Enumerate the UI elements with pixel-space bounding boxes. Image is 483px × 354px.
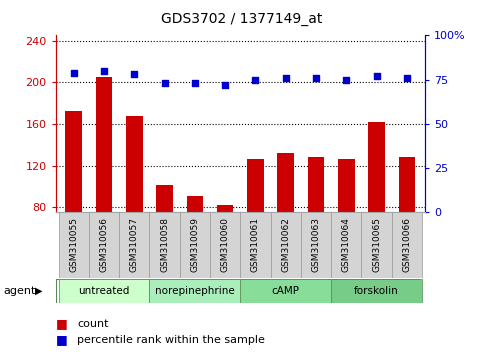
- Bar: [241, 212, 270, 278]
- Point: [373, 73, 381, 79]
- Text: GSM310064: GSM310064: [342, 217, 351, 272]
- Point: [161, 80, 169, 86]
- Bar: [156, 185, 173, 291]
- Point: [100, 68, 108, 74]
- Text: GSM310065: GSM310065: [372, 217, 381, 272]
- Text: GSM310056: GSM310056: [99, 217, 109, 272]
- Bar: [247, 159, 264, 291]
- Point: [191, 80, 199, 86]
- Bar: [149, 279, 241, 303]
- Bar: [217, 205, 233, 291]
- Text: GSM310055: GSM310055: [69, 217, 78, 272]
- Point: [70, 70, 78, 75]
- Text: count: count: [77, 319, 109, 329]
- Bar: [58, 279, 149, 303]
- Text: forskolin: forskolin: [354, 286, 399, 296]
- Point: [221, 82, 229, 88]
- Text: agent: agent: [4, 286, 36, 296]
- Text: norepinephrine: norepinephrine: [155, 286, 235, 296]
- Text: GSM310060: GSM310060: [221, 217, 229, 272]
- Bar: [398, 157, 415, 291]
- Bar: [241, 279, 331, 303]
- Bar: [301, 212, 331, 278]
- Bar: [338, 159, 355, 291]
- Text: ▶: ▶: [35, 286, 43, 296]
- Bar: [277, 153, 294, 291]
- Bar: [89, 212, 119, 278]
- Text: GSM310058: GSM310058: [160, 217, 169, 272]
- Bar: [65, 112, 82, 291]
- Bar: [308, 157, 325, 291]
- Text: GSM310061: GSM310061: [251, 217, 260, 272]
- Bar: [331, 279, 422, 303]
- Text: untreated: untreated: [78, 286, 130, 296]
- Bar: [368, 122, 385, 291]
- Text: ■: ■: [56, 318, 67, 330]
- Bar: [392, 212, 422, 278]
- Bar: [149, 212, 180, 278]
- Text: GDS3702 / 1377149_at: GDS3702 / 1377149_at: [161, 12, 322, 27]
- Bar: [210, 212, 241, 278]
- Bar: [331, 212, 361, 278]
- Text: GSM310066: GSM310066: [402, 217, 412, 272]
- Point: [342, 77, 350, 82]
- Point: [252, 77, 259, 82]
- Text: GSM310057: GSM310057: [130, 217, 139, 272]
- Text: GSM310062: GSM310062: [281, 217, 290, 272]
- Text: percentile rank within the sample: percentile rank within the sample: [77, 335, 265, 345]
- Bar: [96, 77, 113, 291]
- Bar: [361, 212, 392, 278]
- Text: GSM310059: GSM310059: [190, 217, 199, 272]
- Text: ■: ■: [56, 333, 67, 346]
- Text: GSM310063: GSM310063: [312, 217, 321, 272]
- Bar: [270, 212, 301, 278]
- Bar: [126, 115, 142, 291]
- Bar: [186, 196, 203, 291]
- Point: [130, 72, 138, 77]
- Bar: [180, 212, 210, 278]
- Point: [403, 75, 411, 81]
- Point: [282, 75, 290, 81]
- Bar: [119, 212, 149, 278]
- Point: [312, 75, 320, 81]
- Text: cAMP: cAMP: [272, 286, 300, 296]
- Bar: [58, 212, 89, 278]
